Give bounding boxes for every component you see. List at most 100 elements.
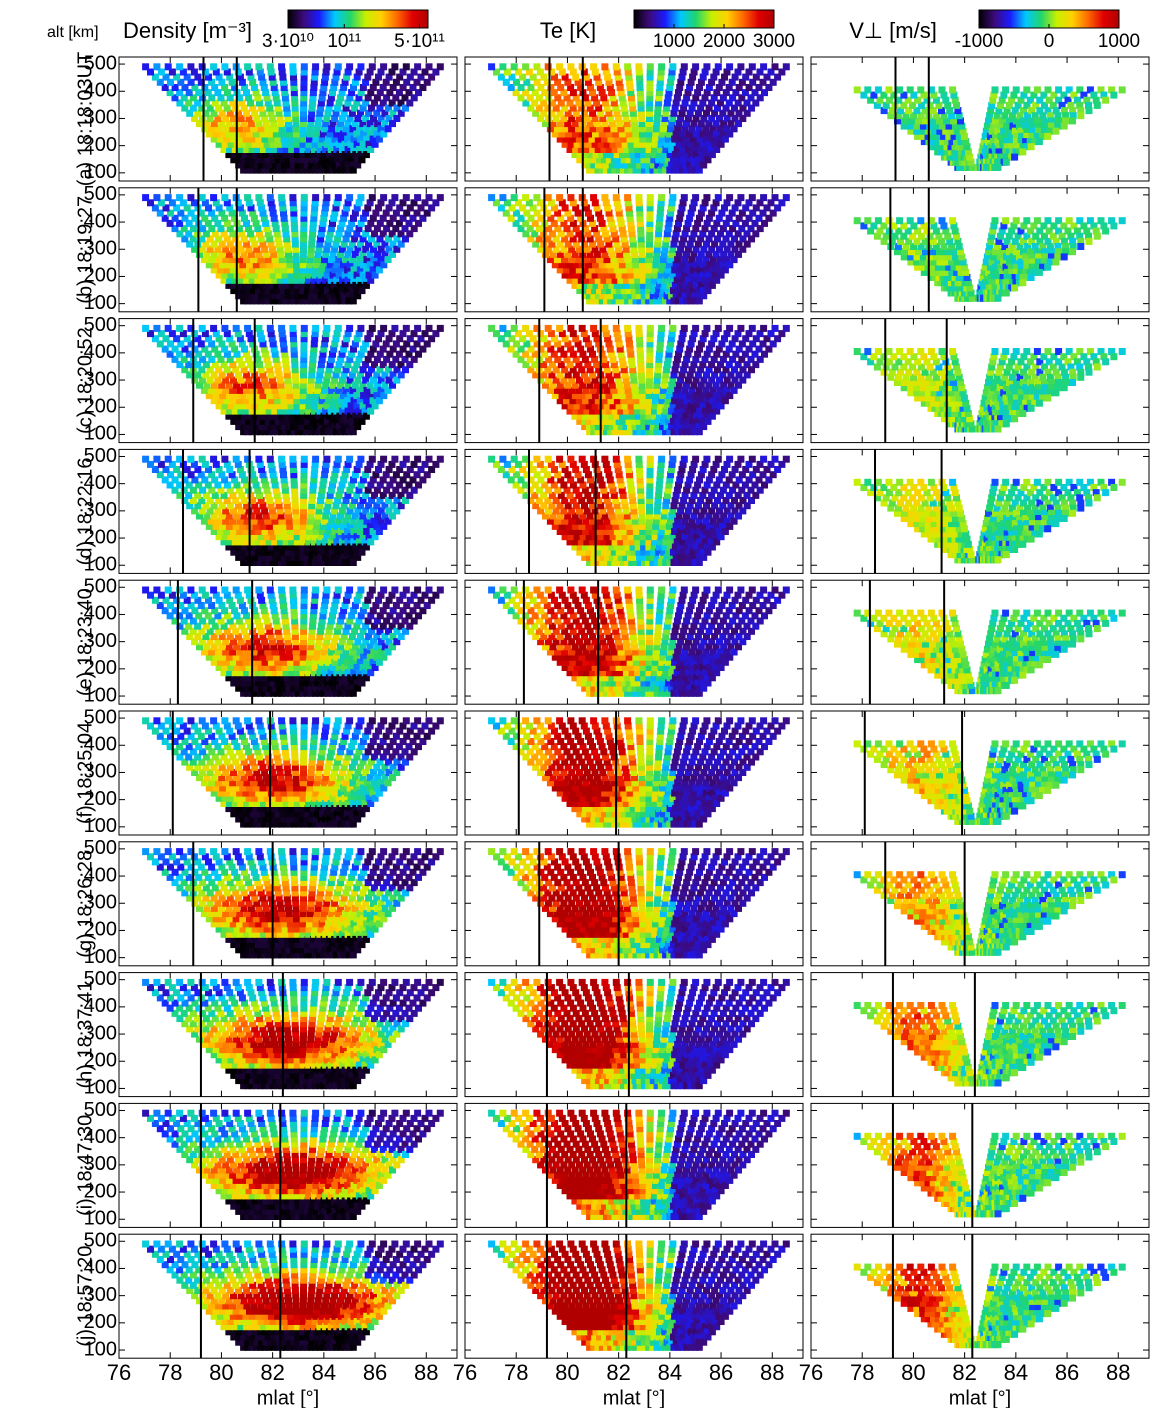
radar-cell xyxy=(335,979,342,986)
radar-cell xyxy=(323,456,330,463)
radar-cell xyxy=(267,325,274,332)
radar-cell xyxy=(301,456,308,463)
radar-cell xyxy=(255,717,262,724)
radar-cell xyxy=(335,456,342,463)
radar-cell xyxy=(335,63,342,70)
radar-cell xyxy=(437,194,444,201)
radar-cell xyxy=(244,717,251,724)
radar-cell xyxy=(391,848,398,855)
radar-cell xyxy=(369,717,376,724)
radar-cell xyxy=(426,979,433,986)
radar-cell xyxy=(221,848,228,855)
radar-cell xyxy=(335,325,342,332)
radar-cell xyxy=(289,194,296,201)
radar-cell xyxy=(369,194,376,201)
radar-cell xyxy=(187,717,194,724)
radar-cell xyxy=(255,194,262,201)
radar-cell xyxy=(357,717,364,724)
radar-cell xyxy=(187,587,194,594)
radar-cell xyxy=(165,979,172,986)
radar-cell xyxy=(323,325,330,332)
radar-cell xyxy=(176,1110,183,1117)
radar-cell xyxy=(165,587,172,594)
radar-cell xyxy=(301,63,308,70)
radar-cell xyxy=(244,194,251,201)
radar-cell xyxy=(369,587,376,594)
radar-cell xyxy=(142,848,149,855)
radar-cell xyxy=(244,587,251,594)
radar-cell xyxy=(176,717,183,724)
radar-cell xyxy=(391,587,398,594)
radar-cell xyxy=(312,325,319,332)
radar-cell xyxy=(369,325,376,332)
radar-cell xyxy=(221,325,228,332)
radar-cell xyxy=(403,194,410,201)
radar-cell xyxy=(244,979,251,986)
radar-cell xyxy=(437,63,444,70)
radar-cell xyxy=(142,717,149,724)
row-label: (d) 18:22:16 xyxy=(74,457,96,565)
radar-cell xyxy=(312,848,319,855)
radar-cell xyxy=(301,979,308,986)
radar-cell xyxy=(391,717,398,724)
radar-cell xyxy=(233,979,240,986)
radar-cell xyxy=(403,456,410,463)
radar-cell xyxy=(391,979,398,986)
radar-cell xyxy=(380,717,387,724)
radar-cell xyxy=(414,325,421,332)
radar-cell xyxy=(244,325,251,332)
radar-cell xyxy=(176,848,183,855)
radar-cell xyxy=(165,456,172,463)
radar-cell xyxy=(267,587,274,594)
radar-cell xyxy=(289,717,296,724)
radar-cell xyxy=(233,587,240,594)
radar-cell xyxy=(323,587,330,594)
radar-cell xyxy=(414,194,421,201)
radar-cell xyxy=(312,456,319,463)
radar-cell xyxy=(323,979,330,986)
row-label: (e) 18:23:40 xyxy=(74,588,96,696)
radar-cell xyxy=(199,587,206,594)
radar-cell xyxy=(187,1110,194,1117)
radar-cell xyxy=(426,848,433,855)
radar-cell xyxy=(278,979,285,986)
radar-cell xyxy=(278,194,285,201)
radar-cell xyxy=(289,587,296,594)
radar-cell xyxy=(153,325,160,332)
row-label: (h) 18:37:41 xyxy=(74,981,96,1089)
radar-cell xyxy=(437,979,444,986)
row-label: (g) 18:26:28 xyxy=(74,850,96,958)
radar-cell xyxy=(437,717,444,724)
row-label: (a) 18:18:03UT xyxy=(74,52,96,187)
radar-cell xyxy=(142,325,149,332)
radar-cell xyxy=(267,194,274,201)
radar-cell xyxy=(346,194,353,201)
column-title: Density [m⁻³] xyxy=(123,18,252,43)
radar-cell xyxy=(369,63,376,70)
radar-cell xyxy=(301,325,308,332)
radar-cell xyxy=(403,587,410,594)
radar-cell xyxy=(153,456,160,463)
radar-cell xyxy=(426,717,433,724)
radar-cell xyxy=(380,979,387,986)
radar-cell xyxy=(346,717,353,724)
radar-cell xyxy=(187,456,194,463)
row-label: (c) 18:20:52 xyxy=(74,327,96,434)
radar-cell xyxy=(165,848,172,855)
radar-cell xyxy=(210,194,217,201)
radar-cell xyxy=(357,979,364,986)
radar-cell xyxy=(346,325,353,332)
radar-cell xyxy=(403,848,410,855)
radar-cell xyxy=(414,63,421,70)
row-label: (f) 18:25:04 xyxy=(74,722,96,824)
radar-cell xyxy=(301,194,308,201)
radar-cell xyxy=(312,194,319,201)
radar-cell xyxy=(391,63,398,70)
radar-cell xyxy=(426,587,433,594)
radar-cell xyxy=(153,63,160,70)
colorbar xyxy=(288,10,428,28)
radar-cell xyxy=(357,194,364,201)
radar-cell xyxy=(312,979,319,986)
radar-cell xyxy=(323,194,330,201)
radar-cell xyxy=(278,63,285,70)
